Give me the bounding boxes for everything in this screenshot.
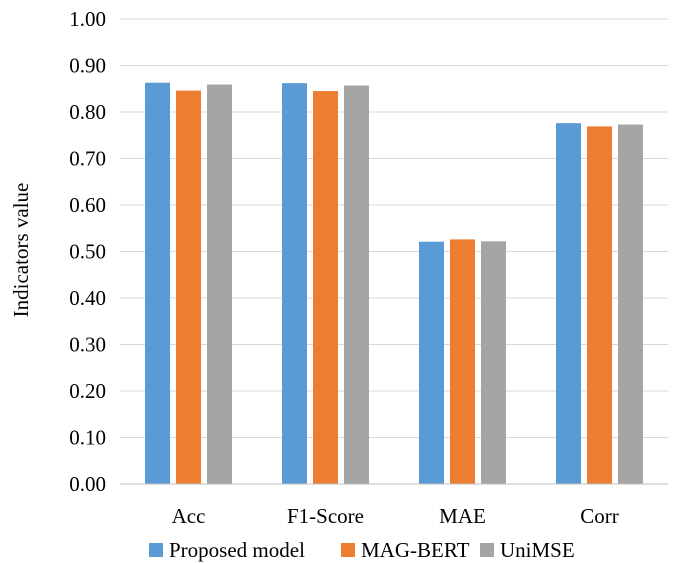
y-tick-label: 0.90 — [69, 54, 106, 78]
x-axis-categories: Acc F1-Score MAE Corr — [172, 504, 619, 528]
y-tick-label: 0.60 — [69, 193, 106, 217]
bar — [344, 85, 369, 485]
bar — [587, 126, 612, 484]
y-axis-title: Indicators value — [9, 183, 33, 318]
y-tick-label: 0.40 — [69, 286, 106, 310]
bar — [313, 91, 338, 484]
x-category-label: MAE — [439, 504, 486, 528]
legend-label: UniMSE — [500, 538, 575, 562]
legend-swatch — [480, 543, 494, 557]
legend-swatch — [149, 543, 163, 557]
legend-swatch — [341, 543, 355, 557]
x-category-label: F1-Score — [287, 504, 364, 528]
y-tick-label: 0.10 — [69, 426, 106, 450]
y-tick-label: 0.20 — [69, 379, 106, 403]
legend: Proposed model MAG-BERT UniMSE — [149, 538, 575, 562]
x-category-label: Acc — [172, 504, 206, 528]
bar — [618, 124, 643, 485]
gridlines — [120, 18, 668, 438]
y-tick-label: 0.70 — [69, 147, 106, 171]
bar — [556, 123, 581, 484]
y-tick-label: 0.30 — [69, 333, 106, 357]
legend-label: Proposed model — [169, 538, 305, 562]
y-axis-ticks: 0.00 0.10 0.20 0.30 0.40 0.50 0.60 0.70 0.80 0.90… — [69, 7, 106, 496]
bar — [450, 239, 475, 484]
bar — [145, 82, 170, 484]
y-tick-label: 1.00 — [69, 7, 106, 31]
bar — [282, 83, 307, 485]
bars — [145, 82, 643, 485]
legend-label: MAG-BERT — [361, 538, 470, 562]
bar — [481, 241, 506, 484]
y-tick-label: 0.50 — [69, 240, 106, 264]
bar — [419, 241, 444, 484]
y-tick-label: 0.80 — [69, 100, 106, 124]
bar — [176, 90, 201, 485]
bar — [207, 84, 232, 484]
y-tick-label: 0.00 — [69, 472, 106, 496]
x-category-label: Corr — [580, 504, 619, 528]
